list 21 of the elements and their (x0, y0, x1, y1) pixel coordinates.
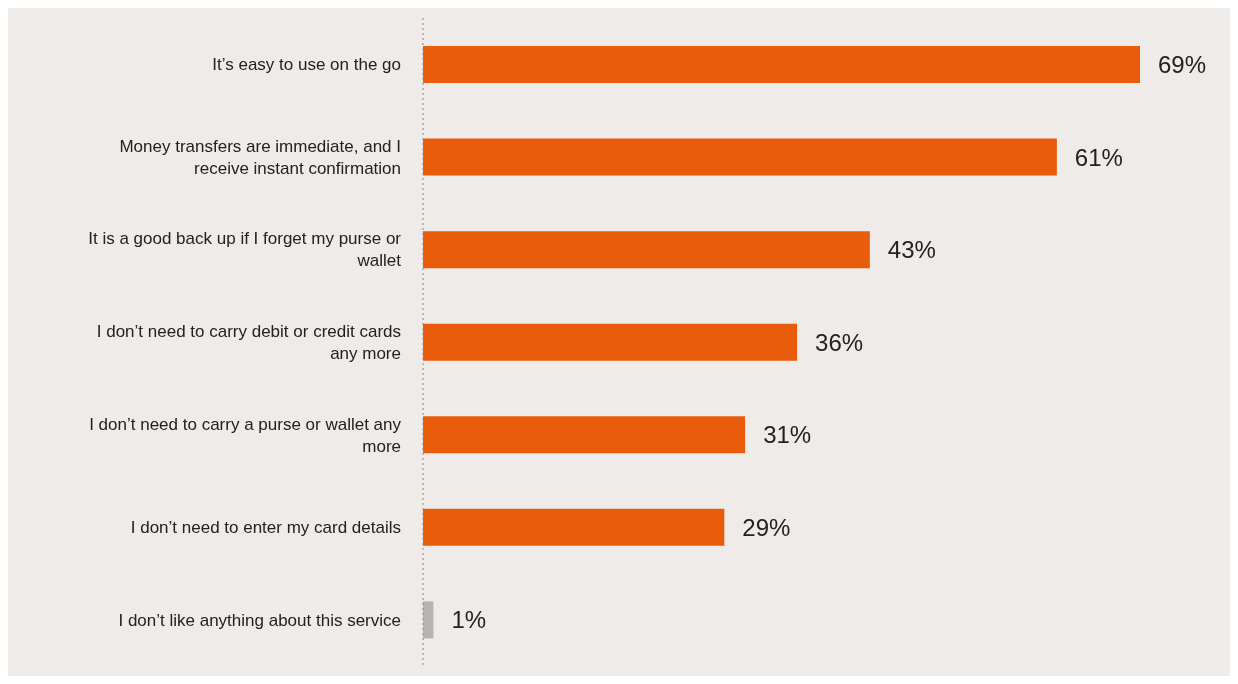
y-tick-label: I don’t need to enter my card details (130, 517, 401, 537)
data-label: 36% (815, 328, 864, 356)
y-tick-label: It’s easy to use on the go (212, 54, 401, 74)
bar (423, 323, 798, 361)
data-label: 31% (763, 421, 812, 449)
data-label: 69% (1158, 51, 1207, 79)
y-tick-label: I don’t like anything about this service (118, 610, 401, 630)
data-label: 29% (742, 513, 791, 541)
bar (423, 508, 725, 546)
y-tick-label: I don’t need to carry a purse or wallet any more (89, 414, 402, 456)
data-label: 1% (451, 606, 487, 634)
bar (423, 601, 434, 639)
bar (423, 231, 870, 269)
bar (423, 138, 1057, 176)
bar (423, 416, 746, 454)
bar (423, 46, 1140, 83)
y-tick-label: Money transfers are immediate, and I receive instant confirmation (119, 136, 401, 178)
data-label: 61% (1074, 143, 1123, 171)
y-tick-label: I don’t need to carry debit or credit cards any more (96, 321, 401, 363)
y-tick-label: It is a good back up if I forget my purse or wallet (88, 228, 402, 270)
data-label: 43% (887, 236, 936, 264)
